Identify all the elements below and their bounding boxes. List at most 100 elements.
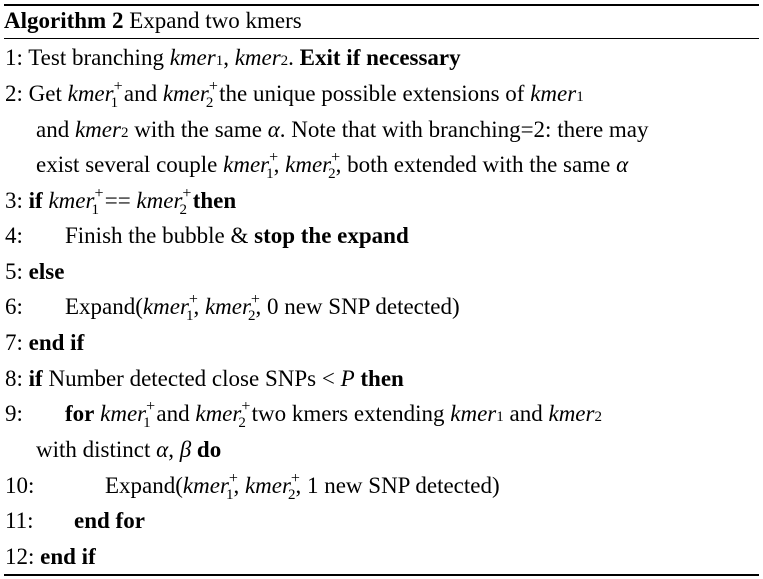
math-op: == [98, 188, 137, 213]
math-var: kmer [285, 152, 332, 177]
algorithm-line-2-cont-2: exist several couple kmer+1, kmer+2, bot… [36, 149, 629, 182]
algorithm-line-9: 9: for kmer+1 and kmer+2 two kmers extend… [5, 398, 602, 431]
math-var: kmer [162, 81, 209, 106]
keyword: if [28, 188, 43, 213]
line-text: Finish the bubble & [65, 223, 255, 248]
line-text: and [503, 401, 549, 426]
math-var: kmer [195, 401, 242, 426]
line-text: the unique possible extensions of [213, 81, 531, 106]
algorithm-line-6: 6: Expand(kmer+1, kmer+2, 0 new SNP detec… [5, 291, 460, 324]
keyword: then [360, 366, 404, 391]
line-text: , 1 new SNP detected) [295, 473, 500, 498]
math-sup: + [146, 398, 156, 415]
line-number: 9: [5, 401, 23, 426]
math-sub: 1 [225, 487, 234, 503]
line-number: 3: [5, 188, 23, 213]
line-text: and [118, 81, 163, 106]
math-sub: 2 [280, 53, 289, 69]
line-number: 2: [5, 81, 23, 106]
keyword: if [28, 366, 43, 391]
algorithm-line-2-cont-1: and kmer2 with the same α. Note that wit… [36, 116, 649, 147]
line-text: . [288, 45, 300, 70]
keyword: Exit if necessary [299, 45, 461, 70]
algorithm-line-1: 1: Test branching kmer1, kmer2. Exit if … [5, 44, 461, 75]
math-sup: + [188, 291, 198, 308]
math-sub: 2 [287, 487, 296, 503]
algorithm-caption: Algorithm 2 Expand two kmers [4, 6, 302, 36]
top-rule [4, 4, 759, 6]
math-var: α [267, 117, 280, 142]
math-var: α [616, 152, 629, 177]
algorithm-label: Algorithm 2 [4, 8, 124, 33]
algorithm-title: Expand two kmers [129, 8, 302, 33]
math-var: kmer [136, 188, 183, 213]
math-sub: 2 [594, 409, 602, 425]
math-var: kmer [74, 117, 121, 142]
line-number: 7: [5, 330, 23, 355]
line-text: , [193, 294, 205, 319]
bottom-rule [4, 574, 759, 576]
math-sup: + [228, 470, 238, 487]
line-text: Test branching [28, 45, 170, 70]
math-var: kmer [67, 81, 114, 106]
math-var: kmer [48, 188, 95, 213]
math-sup: + [250, 291, 260, 308]
math-var: kmer [234, 45, 281, 70]
math-var: kmer [244, 473, 291, 498]
line-text: Get [28, 81, 68, 106]
algorithm-line-3: 3: if kmer+1 == kmer+2 then [5, 185, 237, 218]
math-sub: 2 [205, 95, 214, 111]
keyword: do [196, 437, 222, 462]
line-text: , [168, 437, 180, 462]
algorithm-line-9-cont: with distinct α, β do [36, 436, 221, 464]
math-var: kmer [169, 45, 216, 70]
line-text: Expand( [105, 473, 183, 498]
math-var: kmer [204, 294, 251, 319]
line-text: . Note that with branching=2: there may [279, 117, 649, 142]
keyword: end for [74, 508, 145, 533]
algorithm-line-5: 5: else [5, 258, 64, 286]
line-number: 5: [5, 259, 23, 284]
math-sup: + [94, 185, 104, 202]
math-var: β [179, 437, 192, 462]
math-sub: 1 [185, 308, 194, 324]
math-var: kmer [100, 401, 147, 426]
line-text: and [150, 401, 196, 426]
math-sub: 1 [496, 409, 504, 425]
keyword: else [28, 259, 65, 284]
math-sub: 2 [120, 125, 129, 141]
keyword: for [65, 401, 95, 426]
algorithm-line-8: 8: if Number detected close SNPs < P the… [5, 365, 404, 393]
math-sup: + [182, 185, 192, 202]
keyword: end if [40, 544, 96, 569]
caption-rule [4, 38, 759, 39]
line-text: , both extended with the same [335, 152, 617, 177]
math-sup: + [113, 78, 123, 95]
line-text: , [233, 473, 245, 498]
line-text: Expand( [65, 294, 143, 319]
line-text: with distinct [36, 437, 157, 462]
math-sub: 1 [215, 53, 224, 69]
math-sub: 1 [266, 166, 274, 182]
math-sup: + [269, 149, 279, 166]
line-number: 6: [5, 294, 23, 319]
math-sub: 2 [179, 202, 187, 218]
math-op: < [321, 366, 335, 391]
line-text: exist several couple [36, 152, 224, 177]
math-var: kmer [530, 81, 577, 106]
math-sub: 1 [143, 415, 151, 431]
keyword: then [192, 188, 237, 213]
line-number: 4: [5, 223, 23, 248]
algorithm-line-10: 10: Expand(kmer+1, kmer+2, 1 new SNP dete… [5, 470, 500, 503]
algorithm-line-12: 12: end if [5, 543, 96, 571]
line-number: 11: [5, 508, 34, 533]
line-number: 1: [5, 45, 23, 70]
keyword: stop the expand [254, 223, 409, 248]
line-text: Number detected close SNPs [42, 366, 322, 391]
math-var: kmer [548, 401, 595, 426]
line-text: with the same [128, 117, 268, 142]
math-var: kmer [450, 401, 497, 426]
line-number: 12: [5, 544, 35, 569]
line-number: 10: [5, 473, 35, 498]
line-number: 8: [5, 366, 23, 391]
